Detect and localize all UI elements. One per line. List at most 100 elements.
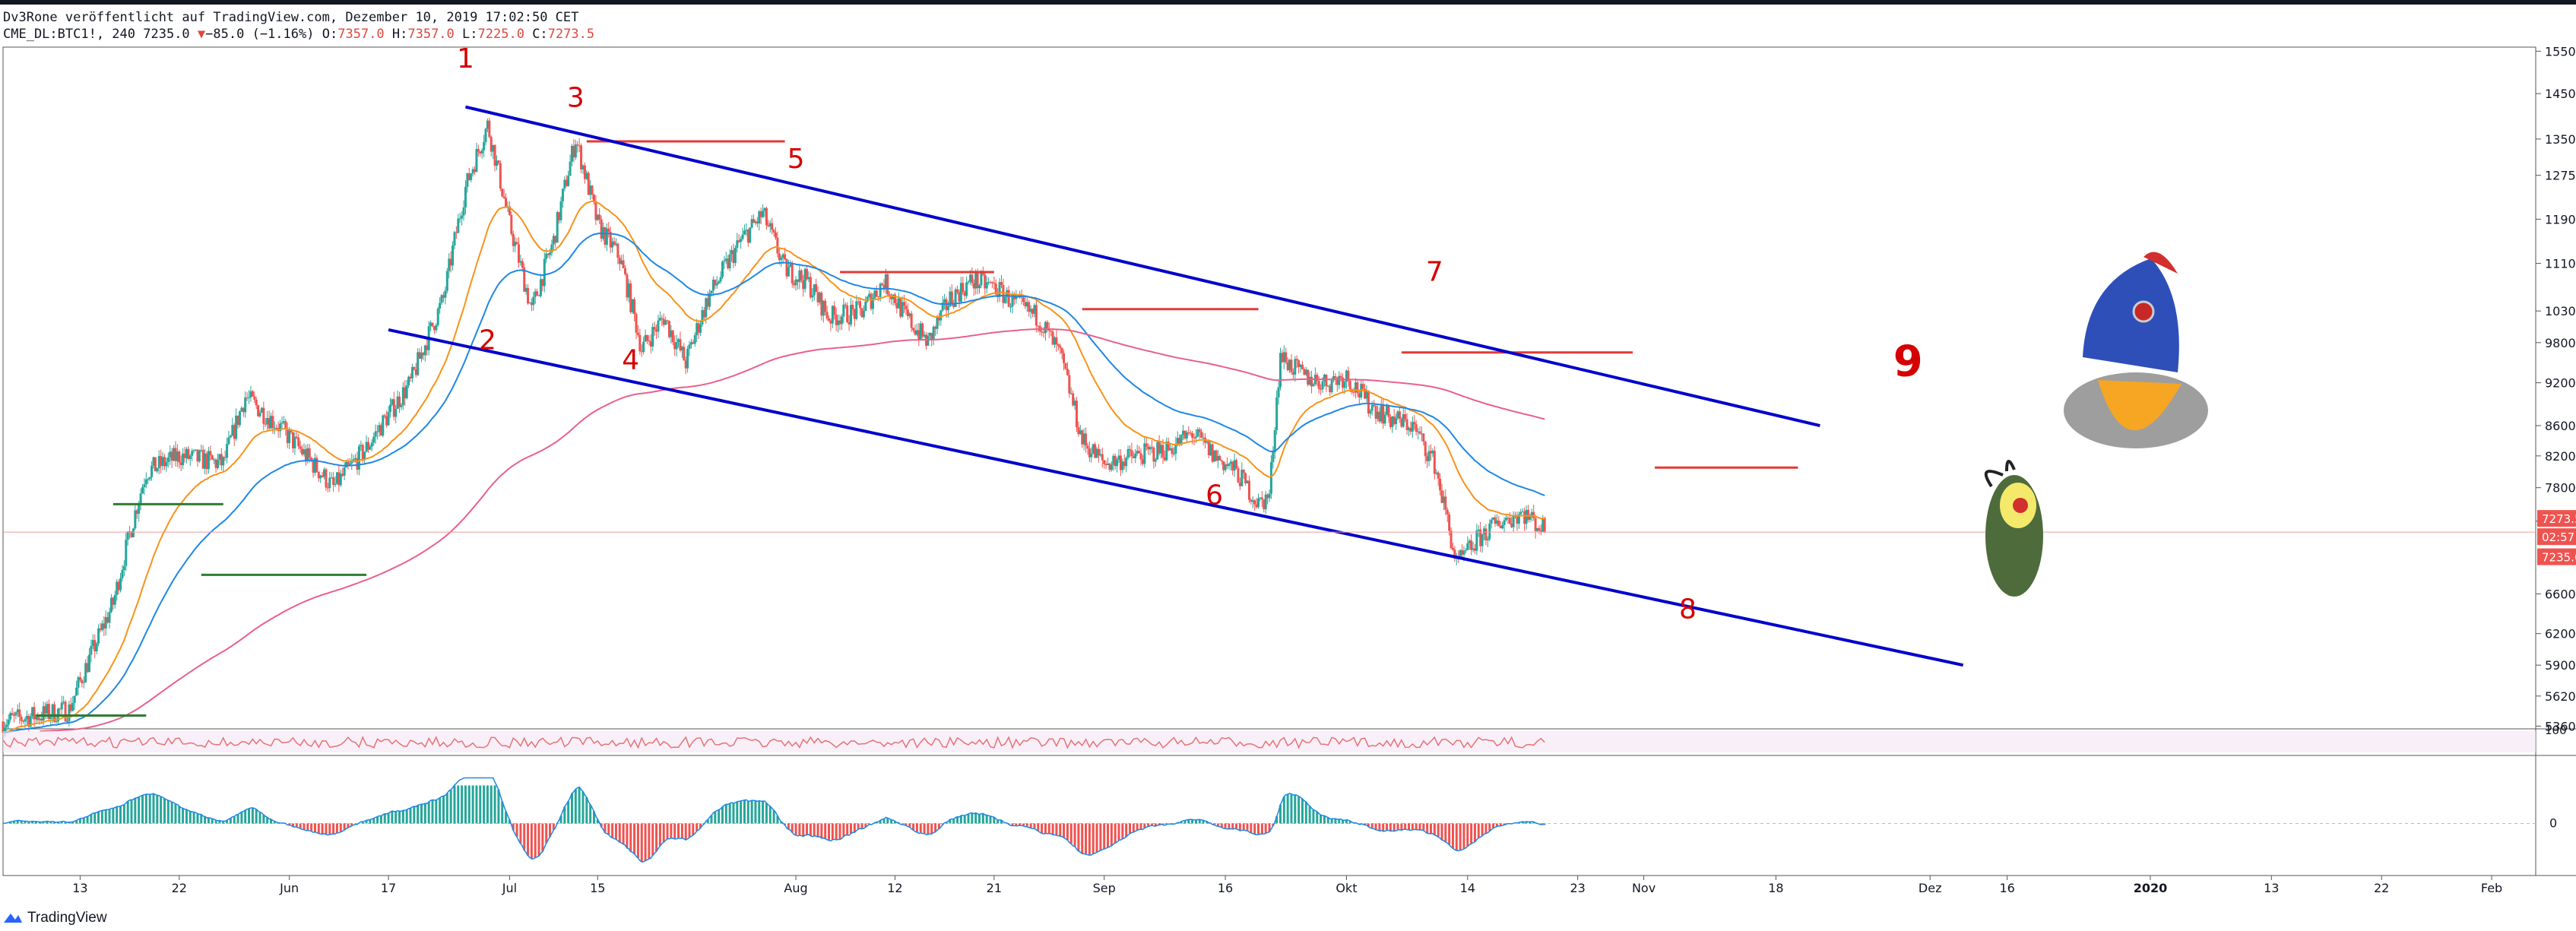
candle-body — [1437, 472, 1440, 479]
candle-body — [776, 237, 779, 254]
candle-body — [1304, 369, 1307, 375]
candle-body — [706, 298, 709, 307]
tradingview-footer[interactable]: TradingView — [3, 908, 107, 928]
candle-body — [141, 487, 144, 494]
candle-body — [78, 677, 81, 680]
macd-bar — [578, 787, 581, 824]
candle-body — [433, 326, 436, 331]
macd-bar — [956, 816, 959, 824]
macd-bar — [1532, 822, 1535, 824]
y-tick-label: 8200.0 — [2545, 449, 2576, 464]
candle-body — [25, 715, 28, 720]
candle-body — [404, 387, 407, 399]
candle-body — [862, 311, 865, 318]
candle-body — [648, 340, 651, 342]
candle-body — [343, 467, 346, 476]
candle-body — [837, 320, 840, 325]
macd-bar — [417, 805, 420, 824]
candle-body — [1541, 518, 1545, 532]
candle-body — [1288, 359, 1291, 371]
x-tick-label: Nov — [1632, 881, 1656, 895]
macd-bar — [178, 806, 181, 824]
candle-body — [686, 348, 689, 369]
macd-bar — [200, 814, 203, 824]
candle-body — [785, 259, 788, 277]
macd-bar — [658, 823, 661, 847]
candle-body — [1123, 461, 1126, 467]
candle-body — [255, 399, 258, 406]
macd-bar — [714, 811, 717, 824]
macd-bar — [802, 823, 805, 837]
candle-body — [611, 241, 614, 248]
candle-body — [1310, 376, 1313, 387]
candle-body — [400, 405, 403, 407]
candle-body — [1387, 404, 1390, 417]
candle-body — [306, 448, 309, 462]
macd-bar — [934, 823, 937, 832]
candle-body — [899, 298, 902, 317]
candle-body — [1316, 375, 1319, 382]
candle-body — [291, 432, 294, 448]
candle-body — [1295, 359, 1298, 361]
macd-bar — [978, 814, 981, 824]
candle-body — [1150, 447, 1153, 448]
candle-body — [1114, 455, 1117, 467]
candle-body — [1530, 511, 1533, 517]
macd-bar — [974, 812, 977, 824]
candle-body — [587, 173, 590, 195]
macd-bar — [1323, 815, 1326, 824]
macd-bar — [1408, 823, 1411, 830]
candle-body — [1470, 540, 1473, 550]
candle-body — [1108, 463, 1111, 470]
x-tick-label: 15 — [590, 881, 605, 895]
x-tick-label: Jun — [279, 881, 299, 895]
candle-body — [1484, 528, 1488, 540]
candle-body — [547, 253, 550, 255]
macd-bar — [1275, 816, 1278, 824]
candle-body — [11, 713, 14, 716]
candle-body — [326, 487, 329, 489]
candle-body — [55, 721, 58, 723]
candle-body — [871, 298, 874, 309]
candle-body — [578, 145, 581, 147]
candle-body — [1453, 549, 1456, 559]
candle-body — [671, 330, 674, 343]
candle-body — [90, 645, 93, 655]
candle-body — [483, 142, 486, 150]
macd-bar — [442, 796, 445, 824]
candle-body — [763, 207, 766, 211]
candle-body — [946, 306, 949, 311]
candle-body — [1330, 379, 1333, 393]
candle-body — [620, 260, 623, 264]
candle-body — [1402, 414, 1405, 427]
candle-body — [572, 145, 575, 158]
macd-bar — [567, 801, 570, 824]
macd-bar — [1081, 823, 1084, 854]
candle-body — [803, 268, 806, 290]
candle-body — [183, 453, 186, 458]
y-tick-label: 5620.0 — [2545, 689, 2576, 704]
candle-body — [1126, 448, 1130, 458]
macd-bar — [732, 803, 735, 824]
candle-body — [1358, 393, 1361, 398]
candle-body — [1242, 470, 1245, 473]
candle-body — [266, 418, 269, 425]
candle-body — [919, 323, 922, 340]
macd-bar — [310, 823, 313, 831]
macd-bar — [328, 823, 331, 835]
candle-body — [1291, 372, 1294, 375]
macd-bar — [1103, 823, 1106, 850]
candle-body — [238, 411, 241, 426]
candle-body — [431, 322, 434, 327]
candle-body — [398, 396, 401, 407]
macd-bar — [765, 803, 768, 824]
candle-body — [1323, 374, 1326, 382]
macd-bar — [523, 823, 526, 850]
x-tick-label: Jul — [502, 881, 517, 895]
candle-body — [1481, 534, 1484, 546]
macd-bar — [1444, 823, 1447, 842]
macd-bar — [1139, 823, 1142, 830]
macd-bar — [229, 818, 232, 824]
candle-body — [1000, 282, 1003, 286]
